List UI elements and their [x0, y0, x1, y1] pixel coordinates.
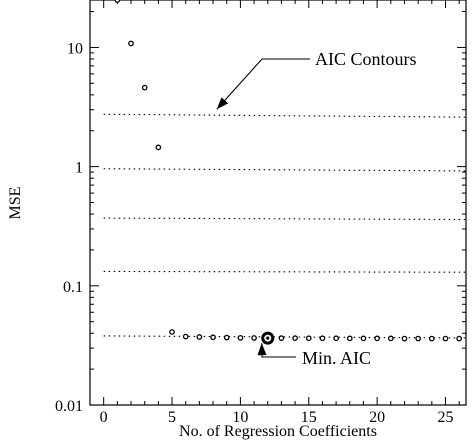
data-point: [237, 334, 244, 341]
x-tick-label: 10: [232, 409, 248, 426]
y-axis-label: MSE: [7, 187, 24, 220]
min-aic-arrow-line: [261, 343, 296, 358]
min-aic-point-center: [266, 336, 270, 340]
data-point: [374, 335, 380, 342]
data-point: [196, 334, 203, 340]
data-point: [401, 335, 408, 342]
data-point: [278, 335, 285, 341]
x-tick-label: 5: [168, 409, 176, 426]
data-points: [114, 0, 463, 345]
data-point: [456, 335, 463, 342]
data-point: [182, 333, 189, 340]
data-point: [114, 0, 121, 3]
aic-contours-arrow-line: [216, 58, 310, 110]
data-point: [319, 335, 326, 342]
aic-contour: [103, 217, 467, 221]
data-point: [442, 335, 449, 342]
aic-contour: [103, 335, 467, 339]
aic-contour: [103, 270, 467, 273]
aic-contours-arrow-head: [216, 97, 229, 110]
aic-contour-lines: [103, 113, 467, 339]
x-tick-label: 15: [301, 409, 317, 426]
x-axis-label: No. of Regression Coefficients: [179, 423, 377, 440]
data-point: [155, 144, 162, 151]
data-point: [415, 335, 421, 342]
data-point: [387, 335, 394, 342]
data-point: [333, 335, 339, 342]
data-point: [360, 335, 367, 342]
data-point: [346, 335, 353, 342]
x-tick-label: 0: [100, 409, 108, 426]
data-point: [251, 335, 257, 341]
data-point: [305, 335, 312, 342]
min-aic-arrow-head: [257, 343, 267, 356]
y-tick-label: 1: [75, 160, 83, 177]
annotation-aic-contours: AIC Contours: [315, 49, 417, 69]
data-point: [141, 84, 148, 91]
x-tick-label: 20: [369, 409, 385, 426]
data-point: [223, 334, 230, 341]
axis-ticks: 0 5 10 15 20 25 0.01 0.1 1 10: [55, 0, 466, 426]
annotation-min-aic: Min. AIC: [302, 348, 371, 368]
data-point: [292, 335, 298, 341]
aic-contour: [103, 113, 467, 118]
data-point: [169, 329, 175, 335]
data-point: [128, 40, 134, 47]
x-tick-label: 25: [437, 409, 453, 426]
data-point: [210, 334, 216, 341]
y-tick-label: 0.1: [63, 279, 83, 296]
data-point: [428, 335, 435, 342]
aic-contour: [103, 168, 467, 172]
annotations: AIC Contours Min. AIC: [216, 49, 417, 368]
y-tick-label: 10: [67, 40, 83, 57]
y-tick-label: 0.01: [55, 398, 83, 415]
